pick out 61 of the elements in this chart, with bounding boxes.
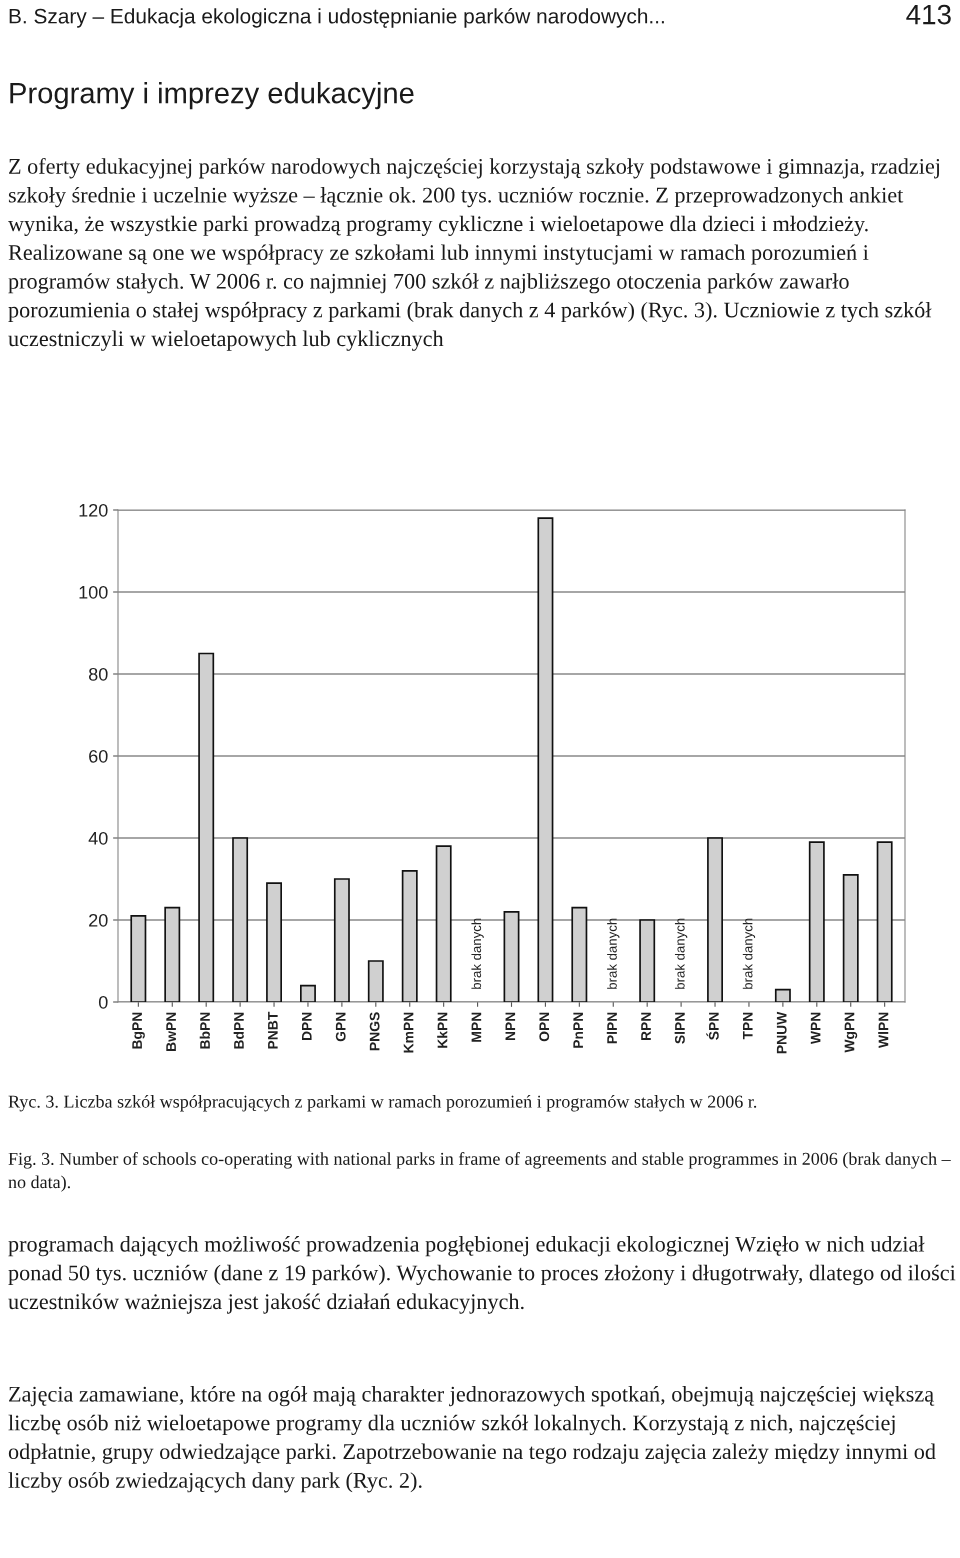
x-tick-label: BbPN xyxy=(199,1012,210,1049)
x-tick-label: TPN xyxy=(742,1012,753,1040)
x-tick-label: ŚPN xyxy=(706,1012,719,1040)
x-tick-label: PlPN xyxy=(606,1012,617,1044)
bar xyxy=(164,906,181,1002)
bar xyxy=(707,837,723,1002)
bar xyxy=(639,919,656,1002)
bar xyxy=(503,910,520,1002)
x-tick-label: PNGS xyxy=(369,1012,380,1051)
y-tick-label: 80 xyxy=(88,667,108,681)
bar xyxy=(130,915,147,1002)
x-tick-label: WlPN xyxy=(878,1012,889,1048)
y-tick-label: 40 xyxy=(88,831,108,845)
bar xyxy=(537,517,554,1002)
x-tick-label: PNUW xyxy=(776,1011,787,1054)
bar xyxy=(401,869,418,1002)
bar xyxy=(571,906,588,1002)
text: 413 xyxy=(906,4,951,25)
text: Programy i imprezy edukacyjne xyxy=(10,82,414,110)
text: Zajęcia zamawiane, które na ogół mają charakter jednorazowych spotkań, obejmują najczęściej większą liczbę osób niż wieloetapowe programy dla uczniów szkół lokalnych. Korzystają z nich, najczęściej odpłatnie, grupy odwiedzające parki. Zapotrzebowanie na tego rodzaju zajęcia zależy między innymi od liczby osób zwiedzających dany park (Ryc. 2). xyxy=(8,1386,936,1493)
x-tick-label: WgPN xyxy=(844,1012,858,1053)
x-tick-label: KmPN xyxy=(403,1012,414,1053)
y-tick-label: 20 xyxy=(89,913,108,927)
bar xyxy=(232,837,249,1002)
y-tick-label: 100 xyxy=(79,585,108,599)
x-tick-label: BdPN xyxy=(233,1012,244,1049)
text: brak danych xyxy=(674,918,688,989)
x-tick-label: BwPN xyxy=(166,1012,176,1051)
x-tick-label: DPN xyxy=(302,1012,312,1041)
bar xyxy=(367,960,384,1002)
x-tick-label: SlPN xyxy=(674,1012,685,1044)
text: brak danych xyxy=(742,918,756,989)
x-tick-label: NPN xyxy=(505,1012,516,1041)
y-tick-label: 60 xyxy=(89,749,108,763)
bar xyxy=(842,874,859,1002)
x-tick-label: KkPN xyxy=(437,1012,448,1048)
caption: Fig. 3. Number of schools co-operating with national parks in frame of agreements and stable programmes in 2006 (brak danych – no data). xyxy=(8,1152,951,1192)
x-tick-label: OPN xyxy=(539,1012,550,1042)
y-tick-label: 120 xyxy=(79,503,108,517)
text: Z oferty edukacyjnej parków narodowych najczęściej korzystają szkoły podstawowe i gimnazja, rzadziej szkoły średnie i uczelnie wyższe – łącznie ok. 200 tys. uczniów rocznie. Z przeprowadzonych ankiet wynika, że wszystkie parki prowadzą programy cykliczne i wieloetapowe dla dzieci i młodzieży. Realizowane są one we współpracy ze szkołami lub innymi instytucjami w ramach porozumień i programów stałych. W 2006 r. co najmniej 700 szkół z najbliższego otoczenia parków zawarło porozumienia o stałej współpracy z parkami (brak danych z 4 parków) (Ryc. 3). Uczniowie z tych szkół uczestniczyli w wieloetapowych lub cyklicznych xyxy=(8,158,940,351)
bar xyxy=(435,845,452,1002)
x-tick-label: PNBT xyxy=(268,1011,278,1049)
x-tick-label: MPN xyxy=(471,1012,482,1042)
text: brak danych xyxy=(607,918,620,989)
text: Ryc. 3. Liczba szkół współpracujących z parkami w ramach porozumień i programów stałych w 2006 r. xyxy=(8,1095,757,1112)
bar xyxy=(333,878,350,1002)
text: brak danych xyxy=(471,918,484,989)
text: B. Szary – Edukacja ekologiczna i udostępnianie parków narodowych... xyxy=(9,8,664,28)
bar xyxy=(808,841,825,1002)
bar xyxy=(198,652,215,1002)
x-tick-label: GPN xyxy=(335,1012,346,1042)
bar xyxy=(876,841,893,1002)
bar xyxy=(774,988,791,1002)
bar xyxy=(266,882,283,1002)
x-tick-label: BgPN xyxy=(132,1012,145,1049)
x-tick-label: RPN xyxy=(641,1012,651,1041)
x-tick-label: WPN xyxy=(810,1012,821,1045)
bar xyxy=(300,984,316,1002)
y-tick-label: 0 xyxy=(98,995,108,1009)
text: programach dających możliwość prowadzenia pogłębionej edukacji ekologicznej Wzięło w nich udział ponad 50 tys. uczniów (dane z 19 parków). Wychowanie to proces złożony i długotrwały, dlatego od ilości uczestników ważniejsza jest jakość działań edukacyjnych. xyxy=(8,1236,956,1314)
x-tick-label: PnPN xyxy=(573,1012,583,1048)
